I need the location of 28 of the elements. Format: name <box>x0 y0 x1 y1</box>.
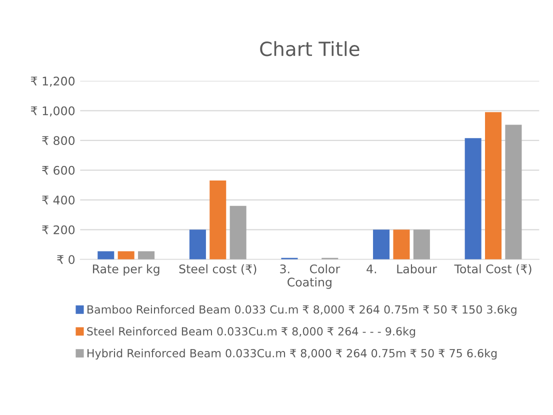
legend-label: Steel Reinforced Beam 0.033Cu.m ₹ 8,000 ₹ 264 - - - 9.6kg <box>87 326 416 338</box>
bar <box>393 230 410 260</box>
y-tick-label: ₹ 1,200 <box>30 76 75 87</box>
bar <box>464 138 482 260</box>
x-tick-label: Total Cost (₹) <box>454 264 532 275</box>
y-tick-label: ₹ 400 <box>42 196 75 205</box>
y-tick-label: ₹ 800 <box>42 136 75 146</box>
y-tick-label: ₹ 200 <box>42 225 75 234</box>
bar <box>138 251 155 260</box>
y-tick-label: ₹ 0 <box>57 255 75 264</box>
legend-label: Bamboo Reinforced Beam 0.033 Cu.m ₹ 8,000 ₹ 264 0.75m ₹ 50 ₹ 150 3.6kg <box>88 305 516 316</box>
y-tick-label: ₹ 1,000 <box>30 106 75 117</box>
bar <box>210 180 226 260</box>
chart-title: Chart Title <box>260 41 360 56</box>
x-tick-label: 4. Labour <box>366 264 437 274</box>
bar <box>485 112 502 260</box>
bar <box>505 124 522 260</box>
bar <box>373 230 390 260</box>
bar <box>189 230 206 260</box>
y-tick-label: ₹ 600 <box>42 166 75 175</box>
bar <box>230 206 246 260</box>
x-tick-label: Steel cost (₹) <box>179 264 256 275</box>
bar <box>118 251 134 260</box>
bar <box>98 251 114 260</box>
legend-label: Hybrid Reinforced Beam 0.033Cu.m ₹ 8,000 ₹ 264 0.75m ₹ 50 ₹ 75 6.6kg <box>88 348 497 360</box>
x-tick-label: Rate per kg <box>92 264 160 276</box>
x-tick-label: 3. Color Coating <box>280 264 340 289</box>
bar <box>413 230 430 260</box>
